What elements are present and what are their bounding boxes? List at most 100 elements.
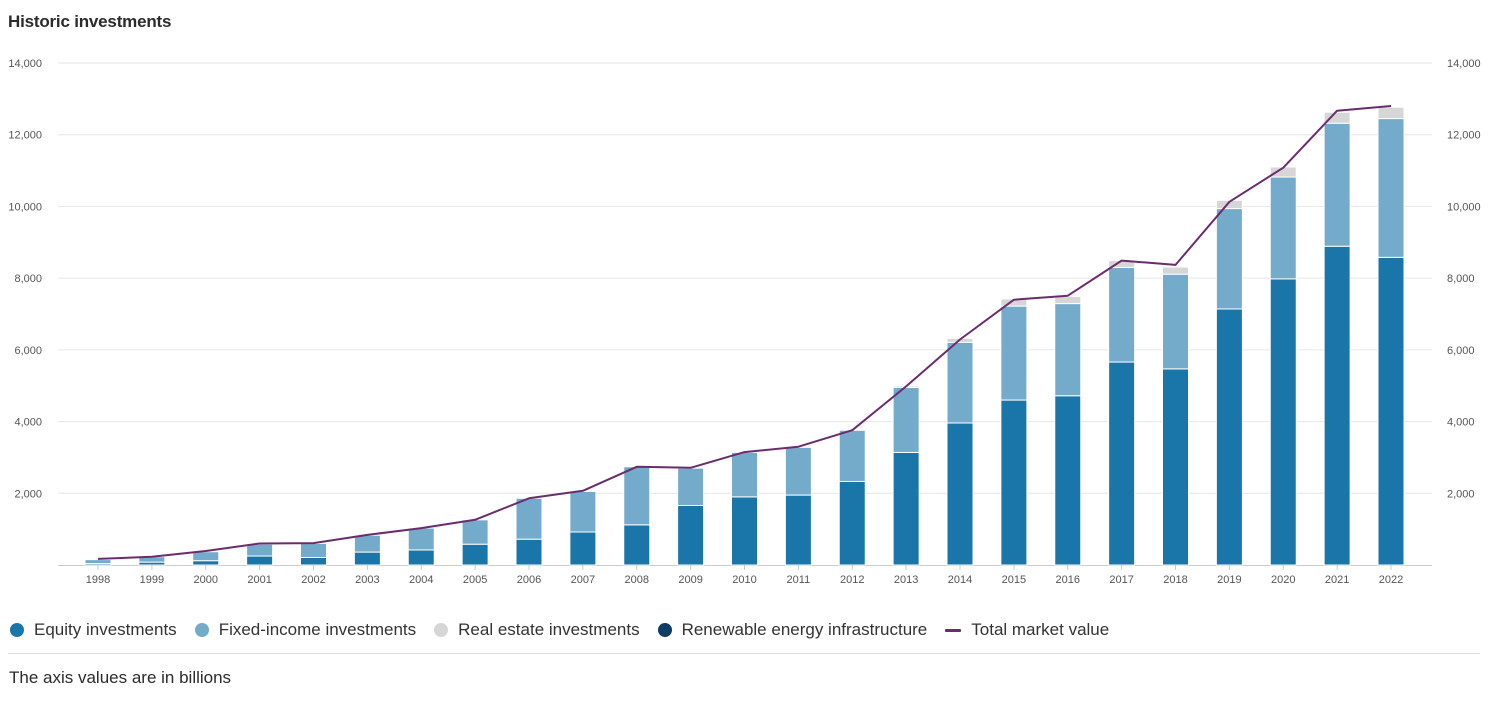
bar-segment: [353, 534, 381, 553]
bar-segment: [1108, 361, 1136, 566]
bar-segment: [1377, 106, 1405, 120]
bar-segment: [1162, 368, 1189, 566]
x-tick-label: 1998: [86, 574, 110, 586]
bar-segment: [1162, 266, 1189, 275]
renewable-swatch-icon: [657, 623, 672, 637]
bar-segment: [192, 560, 220, 566]
bar-segment: [1054, 303, 1082, 397]
total-line-swatch-icon: [945, 628, 962, 632]
x-tick-label: 2010: [732, 574, 756, 586]
x-tick-label: 2001: [247, 574, 271, 586]
bar-segment: [838, 480, 866, 566]
total-market-value-line: [97, 105, 1392, 560]
bar-segment: [677, 504, 705, 566]
bar-segment: [569, 490, 597, 533]
x-tick-label: 2014: [948, 574, 972, 586]
bar-segment: [246, 555, 274, 566]
bar-segment: [1377, 118, 1405, 258]
bar-segment: [731, 451, 758, 498]
bar-segment: [892, 387, 920, 453]
bar-segment: [300, 556, 327, 566]
legend-label-total: Total market value: [971, 620, 1110, 639]
legend-label-equity: Equity investments: [34, 620, 177, 639]
chart-legend: Equity investments Fixed-income investme…: [10, 620, 1127, 640]
legend-label-real-estate: Real estate investments: [458, 620, 640, 639]
divider: [8, 653, 1480, 654]
legend-item-real-estate[interactable]: Real estate investments: [434, 620, 640, 640]
x-tick-label: 2002: [301, 574, 325, 586]
bar-segment: [946, 422, 974, 566]
y-tick-label-left: 14,000: [8, 58, 42, 70]
y-tick-label-right: 12,000: [1447, 130, 1481, 142]
bar-segment: [623, 466, 651, 526]
bar-segment: [1323, 245, 1351, 566]
bar-segment: [1323, 122, 1351, 247]
x-tick-label: 2000: [194, 574, 218, 586]
bar-segment: [407, 527, 435, 551]
bar-segment: [1054, 295, 1082, 305]
x-tick-label: 2013: [894, 574, 918, 586]
y-tick-label-right: 2,000: [1447, 488, 1475, 500]
bar-segment: [892, 451, 920, 566]
bar-segment: [784, 494, 812, 566]
bar-segment: [515, 538, 543, 566]
bar-segment: [407, 549, 435, 566]
x-tick-label: 2003: [355, 574, 379, 586]
legend-item-equity[interactable]: Equity investments: [10, 620, 177, 640]
bar-segment: [461, 519, 489, 545]
bar-segment: [569, 531, 597, 566]
real-estate-swatch-icon: [434, 623, 449, 637]
bar-segment: [192, 551, 220, 562]
chart-title: Historic investments: [8, 12, 172, 31]
fixed-income-swatch-icon: [194, 623, 209, 637]
x-tick-label: 2007: [571, 574, 595, 586]
y-tick-label-left: 10,000: [8, 201, 42, 213]
x-tick-label: 2011: [787, 574, 811, 586]
bar-segment: [1377, 256, 1405, 566]
y-tick-label-left: 6,000: [14, 345, 42, 357]
bar-segment: [246, 543, 274, 557]
bar-segment: [1215, 208, 1243, 310]
bar-segment: [1269, 176, 1297, 280]
legend-item-fixed-income[interactable]: Fixed-income investments: [194, 620, 417, 640]
bar-segment: [1054, 395, 1082, 566]
y-tick-label-left: 12,000: [8, 130, 42, 142]
y-tick-label-left: 4,000: [14, 417, 42, 429]
bar-segment: [461, 543, 489, 566]
legend-label-fixed-income: Fixed-income investments: [218, 620, 417, 639]
x-tick-label: 2006: [517, 574, 541, 586]
x-tick-label: 2015: [1002, 574, 1026, 586]
bar-segment: [1162, 273, 1189, 370]
x-tick-label: 2016: [1056, 574, 1080, 586]
x-tick-label: 1999: [140, 574, 164, 586]
bar-segment: [946, 341, 974, 424]
bar-segment: [515, 497, 543, 540]
axis-note: The axis values are in billions: [9, 668, 232, 687]
bar-segment: [784, 446, 812, 496]
bar-segment: [1215, 199, 1243, 210]
x-tick-label: 2009: [678, 574, 702, 586]
investment-chart: 2,000 2,000 4,000 4,000 6,000 6,000 8,000 8,000…: [8, 58, 1481, 586]
bar-segment: [838, 429, 866, 482]
bar-segment: [1000, 399, 1028, 566]
bar-segment: [300, 542, 327, 558]
legend-item-total[interactable]: Total market value: [945, 620, 1109, 640]
bar-segment: [1000, 305, 1028, 401]
y-tick-label-right: 10,000: [1447, 201, 1481, 213]
equity-swatch-icon: [10, 623, 24, 637]
bar-segment: [84, 559, 112, 565]
x-tick-label: 2020: [1271, 574, 1295, 586]
bar-segment: [1215, 308, 1243, 566]
bar-segment: [623, 524, 651, 566]
y-tick-label-right: 14,000: [1447, 58, 1481, 70]
y-tick-label-right: 6,000: [1447, 345, 1475, 357]
bar-segment: [731, 496, 758, 566]
x-tick-label: 2019: [1217, 574, 1241, 586]
legend-item-renewable[interactable]: Renewable energy infrastructure: [657, 620, 927, 640]
bar-segment: [353, 551, 381, 566]
x-tick-label: 2005: [463, 574, 487, 586]
x-tick-label: 2017: [1109, 574, 1133, 586]
bar-segment: [1108, 266, 1136, 363]
x-tick-label: 2021: [1325, 574, 1349, 586]
bar-segment: [1269, 278, 1297, 566]
